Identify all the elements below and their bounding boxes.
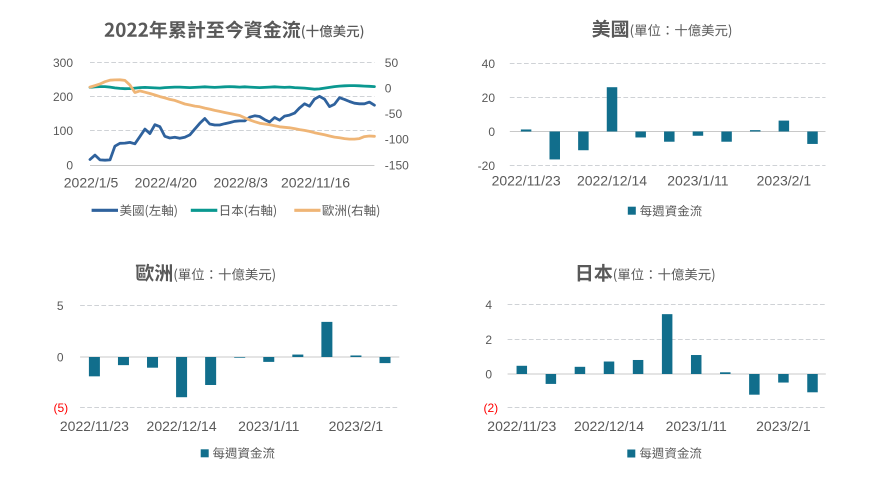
svg-text:2022/11/23: 2022/11/23 [60, 418, 129, 434]
svg-text:0: 0 [485, 367, 492, 381]
svg-text:2022/8/3: 2022/8/3 [213, 175, 268, 191]
svg-text:2022/1/5: 2022/1/5 [64, 175, 119, 191]
svg-text:2022/11/23: 2022/11/23 [492, 172, 561, 188]
svg-text:(2): (2) [484, 401, 499, 415]
svg-text:2022/11/23: 2022/11/23 [487, 418, 556, 434]
svg-text:5: 5 [57, 299, 64, 313]
svg-text:-50: -50 [385, 107, 403, 121]
svg-text:0: 0 [57, 350, 64, 364]
svg-text:2022/11/16: 2022/11/16 [281, 175, 350, 191]
svg-text:-100: -100 [385, 133, 409, 147]
svg-text:2023/1/11: 2023/1/11 [238, 418, 299, 434]
svg-text:100: 100 [53, 124, 73, 138]
svg-text:2022/12/14: 2022/12/14 [574, 418, 644, 434]
svg-text:-150: -150 [385, 158, 409, 172]
svg-text:50: 50 [385, 56, 399, 70]
svg-text:2023/2/1: 2023/2/1 [756, 418, 811, 434]
svg-text:2023/2/1: 2023/2/1 [329, 418, 384, 434]
svg-text:4: 4 [485, 298, 492, 312]
svg-text:2022/12/14: 2022/12/14 [147, 418, 217, 434]
svg-text:300: 300 [53, 56, 73, 70]
svg-text:2023/1/11: 2023/1/11 [666, 418, 727, 434]
svg-text:0: 0 [66, 158, 73, 172]
svg-text:2: 2 [485, 333, 492, 347]
svg-text:-20: -20 [478, 159, 496, 173]
svg-text:2023/2/1: 2023/2/1 [757, 172, 812, 188]
svg-text:0: 0 [385, 81, 392, 95]
svg-text:2022/4/20: 2022/4/20 [135, 175, 197, 191]
svg-text:(5): (5) [54, 401, 69, 415]
svg-text:0: 0 [488, 125, 495, 139]
svg-text:200: 200 [53, 90, 73, 104]
svg-text:40: 40 [482, 57, 496, 71]
svg-text:2023/1/11: 2023/1/11 [667, 172, 728, 188]
svg-text:20: 20 [482, 91, 496, 105]
svg-text:2022/12/14: 2022/12/14 [577, 172, 647, 188]
